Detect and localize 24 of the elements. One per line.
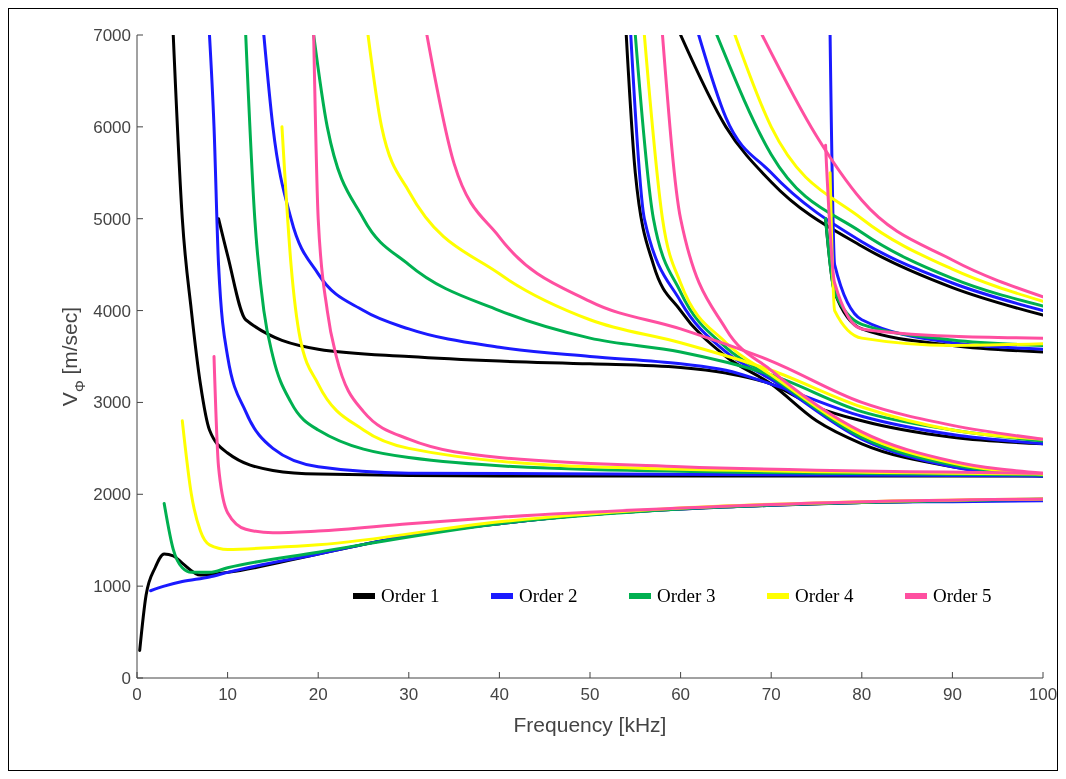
y-tick-label: 1000	[93, 577, 131, 597]
x-tick-label: 80	[852, 685, 872, 704]
y-tick-label: 6000	[93, 117, 131, 137]
legend-label: Order 3	[657, 585, 716, 606]
x-tick-label: 60	[671, 685, 691, 704]
y-tick-label: 5000	[93, 209, 131, 229]
legend-label: Order 4	[795, 585, 855, 606]
x-tick-label: 90	[942, 685, 962, 704]
legend-label: Order 5	[933, 585, 992, 606]
legend-label: Order 1	[381, 585, 440, 606]
x-tick-label: 10	[218, 685, 238, 704]
x-axis-title: Frequency [kHz]	[513, 713, 667, 736]
x-tick-label: 40	[489, 685, 509, 704]
y-tick-label: 2000	[93, 485, 131, 505]
y-tick-label: 0	[121, 669, 131, 688]
x-tick-label: 70	[761, 685, 781, 704]
x-tick-label: 20	[308, 685, 328, 704]
y-tick-label: 4000	[93, 301, 131, 321]
x-tick-label: 50	[580, 685, 600, 704]
x-tick-label: 100	[1028, 685, 1058, 704]
x-tick-label: 30	[399, 685, 419, 704]
legend-label: Order 2	[519, 585, 578, 606]
y-tick-label: 7000	[93, 26, 131, 45]
y-tick-label: 3000	[93, 393, 131, 413]
